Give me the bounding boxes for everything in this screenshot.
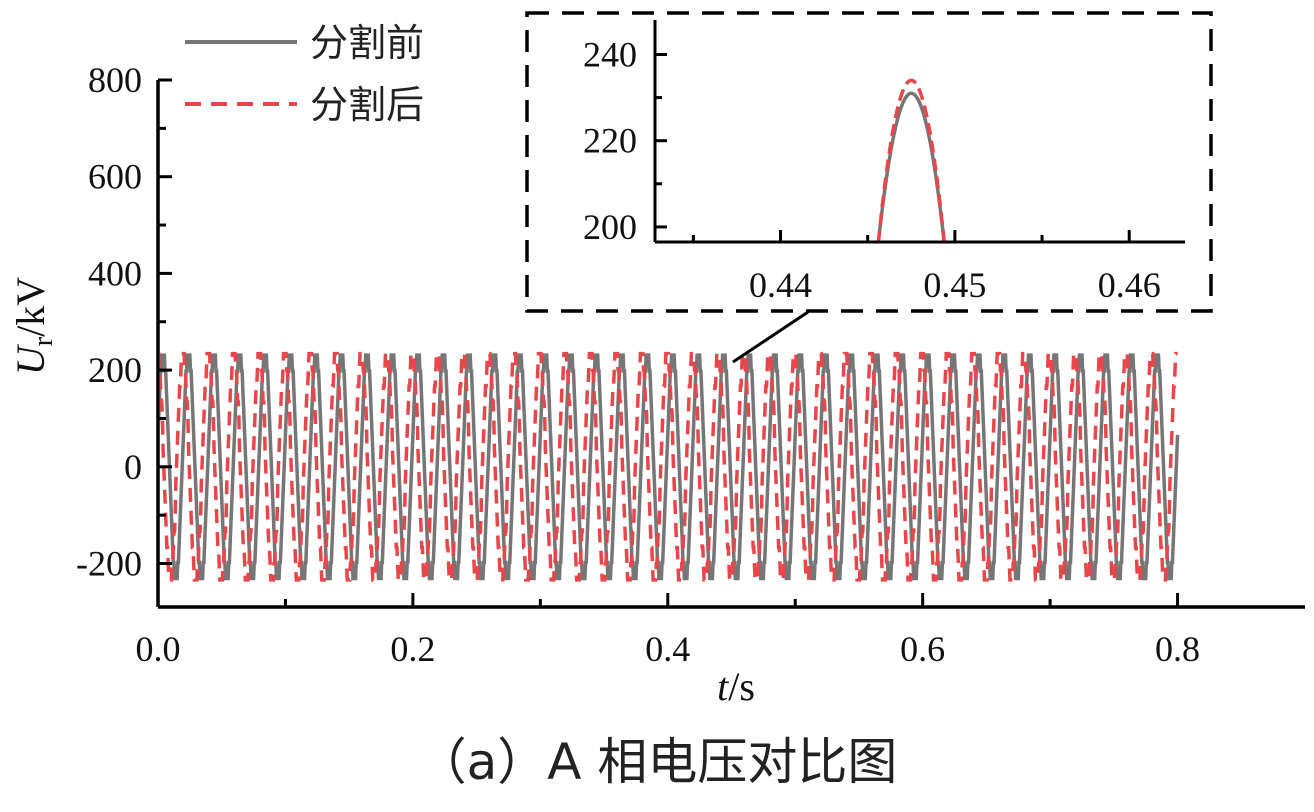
main-y-tick-label: 200 [88, 350, 142, 390]
inset-frame [525, 11, 1213, 313]
main-series-line-0 [160, 353, 1180, 581]
y-axis-unit: /kV [8, 277, 53, 337]
legend: 分割前 分割后 [185, 21, 424, 127]
main-y-tick-label: 400 [88, 253, 142, 293]
main-y-tick-label: 600 [88, 157, 142, 197]
main-x-tick-label: 0.2 [390, 629, 435, 669]
inset-y-tick-label: 240 [583, 34, 637, 74]
main-series-line-1 [160, 351, 1178, 582]
inset-x-tick-label: 0.46 [1098, 265, 1161, 305]
main-x-tick-label: 0.4 [645, 629, 690, 669]
main-x-tick-label: 0.0 [136, 629, 181, 669]
x-axis-var: t [717, 664, 729, 709]
legend-label-before: 分割前 [310, 21, 424, 65]
inset-plot: 0.44 0.45 0.46 200 220 240 [525, 11, 1213, 313]
inset-x-tick-label: 0.44 [749, 265, 812, 305]
y-axis-sub: r [28, 336, 59, 346]
main-series-group [160, 351, 1180, 582]
inset-series-group [876, 78, 946, 242]
y-axis-var: U [8, 343, 53, 375]
inset-x-tick-label: 0.45 [923, 265, 986, 305]
y-axis-title: Ur/kV [8, 277, 59, 375]
x-axis-title: t/s [717, 664, 755, 709]
main-y-tick-label: 0 [124, 447, 142, 487]
main-y-tick-label: 800 [88, 60, 142, 100]
main-ticks [156, 78, 1180, 609]
figure-caption: （a）A 相电压对比图 [416, 733, 898, 791]
main-tick-labels: 0.0 0.2 0.4 0.6 0.8 -200 0 200 400 600 800 [76, 60, 1200, 669]
main-y-tick-label: -200 [76, 543, 142, 583]
inset-y-tick-label: 200 [583, 207, 637, 247]
x-axis-unit: /s [728, 664, 755, 709]
inset-ticks [655, 52, 1131, 242]
inset-y-tick-label: 220 [583, 121, 637, 161]
inset-tick-labels: 0.44 0.45 0.46 200 220 240 [583, 34, 1161, 305]
main-x-tick-label: 0.8 [1155, 629, 1200, 669]
legend-label-after: 分割后 [310, 83, 424, 127]
main-plot: 0.0 0.2 0.4 0.6 0.8 -200 0 200 400 600 800 [76, 60, 1305, 669]
main-x-tick-label: 0.6 [900, 629, 945, 669]
zoom-connector-line [732, 310, 809, 364]
inset-series-line-1 [876, 78, 946, 242]
